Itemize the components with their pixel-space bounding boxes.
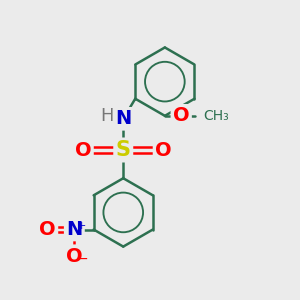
Text: O: O bbox=[155, 140, 172, 160]
Text: N: N bbox=[66, 220, 82, 239]
Text: O: O bbox=[39, 220, 56, 239]
Text: O: O bbox=[66, 247, 82, 266]
Text: +: + bbox=[77, 221, 86, 231]
Text: CH₃: CH₃ bbox=[203, 109, 229, 123]
Text: N: N bbox=[115, 109, 131, 128]
Text: H: H bbox=[100, 107, 114, 125]
Text: O: O bbox=[75, 140, 92, 160]
Text: −: − bbox=[77, 252, 88, 266]
Text: O: O bbox=[173, 106, 190, 125]
Text: S: S bbox=[116, 140, 131, 160]
